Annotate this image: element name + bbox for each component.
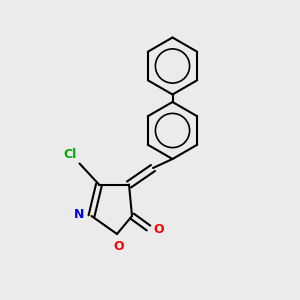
Text: O: O xyxy=(153,223,164,236)
Text: O: O xyxy=(113,240,124,253)
Text: Cl: Cl xyxy=(63,148,76,160)
Text: N: N xyxy=(74,208,84,221)
